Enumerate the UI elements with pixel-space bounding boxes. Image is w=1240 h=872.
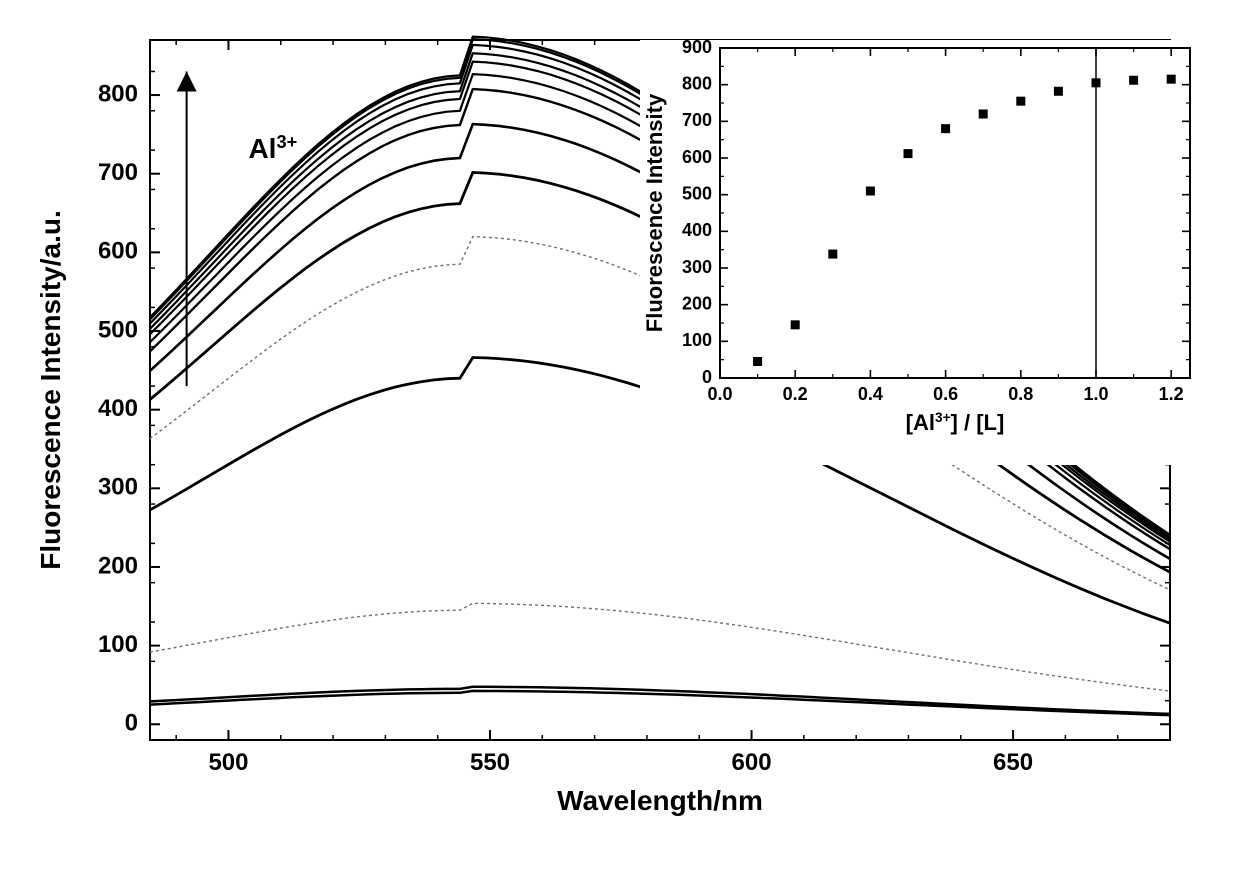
svg-text:400: 400 — [682, 220, 712, 240]
svg-text:600: 600 — [98, 238, 138, 265]
inset-point — [1054, 87, 1063, 96]
svg-text:600: 600 — [682, 147, 712, 167]
inset-point — [828, 250, 837, 259]
inset-point — [904, 149, 913, 158]
svg-text:650: 650 — [993, 749, 1033, 776]
svg-text:300: 300 — [682, 257, 712, 277]
svg-text:0: 0 — [125, 710, 138, 737]
inset-point — [941, 124, 950, 133]
main-x-axis-label: Wavelength/nm — [557, 785, 763, 816]
inset-point — [979, 110, 988, 119]
inset-point — [866, 187, 875, 196]
svg-text:400: 400 — [98, 395, 138, 422]
svg-text:100: 100 — [682, 330, 712, 350]
svg-text:800: 800 — [98, 80, 138, 107]
inset-point — [1016, 97, 1025, 106]
svg-text:900: 900 — [682, 37, 712, 57]
svg-text:700: 700 — [682, 110, 712, 130]
svg-text:0.8: 0.8 — [1008, 384, 1033, 404]
svg-text:1.2: 1.2 — [1159, 384, 1184, 404]
svg-text:0.0: 0.0 — [707, 384, 732, 404]
svg-text:700: 700 — [98, 159, 138, 186]
main-y-axis-label: Fluorescence Intensity/a.u. — [35, 210, 66, 569]
svg-text:500: 500 — [98, 316, 138, 343]
svg-text:0.2: 0.2 — [783, 384, 808, 404]
svg-text:550: 550 — [470, 749, 510, 776]
svg-text:100: 100 — [98, 631, 138, 658]
inset-point — [791, 320, 800, 329]
svg-text:800: 800 — [682, 73, 712, 93]
svg-text:500: 500 — [682, 183, 712, 203]
svg-text:300: 300 — [98, 474, 138, 501]
inset-point — [1129, 76, 1138, 85]
svg-text:600: 600 — [732, 749, 772, 776]
inset-point — [1092, 78, 1101, 87]
svg-text:0.6: 0.6 — [933, 384, 958, 404]
svg-text:0.4: 0.4 — [858, 384, 883, 404]
inset-point — [1167, 75, 1176, 84]
svg-text:200: 200 — [682, 293, 712, 313]
inset-point — [753, 357, 762, 366]
inset-y-axis-label: Fluorescence Intensity — [642, 93, 667, 332]
svg-text:500: 500 — [208, 749, 248, 776]
figure-stage: 0 100 200 300 400 500 600 700 800 500 550 600 650 Wav… — [0, 0, 1240, 872]
svg-text:200: 200 — [98, 552, 138, 579]
svg-text:1.0: 1.0 — [1083, 384, 1108, 404]
inset-x-axis-label: [Al3+] / [L] — [906, 410, 1005, 435]
